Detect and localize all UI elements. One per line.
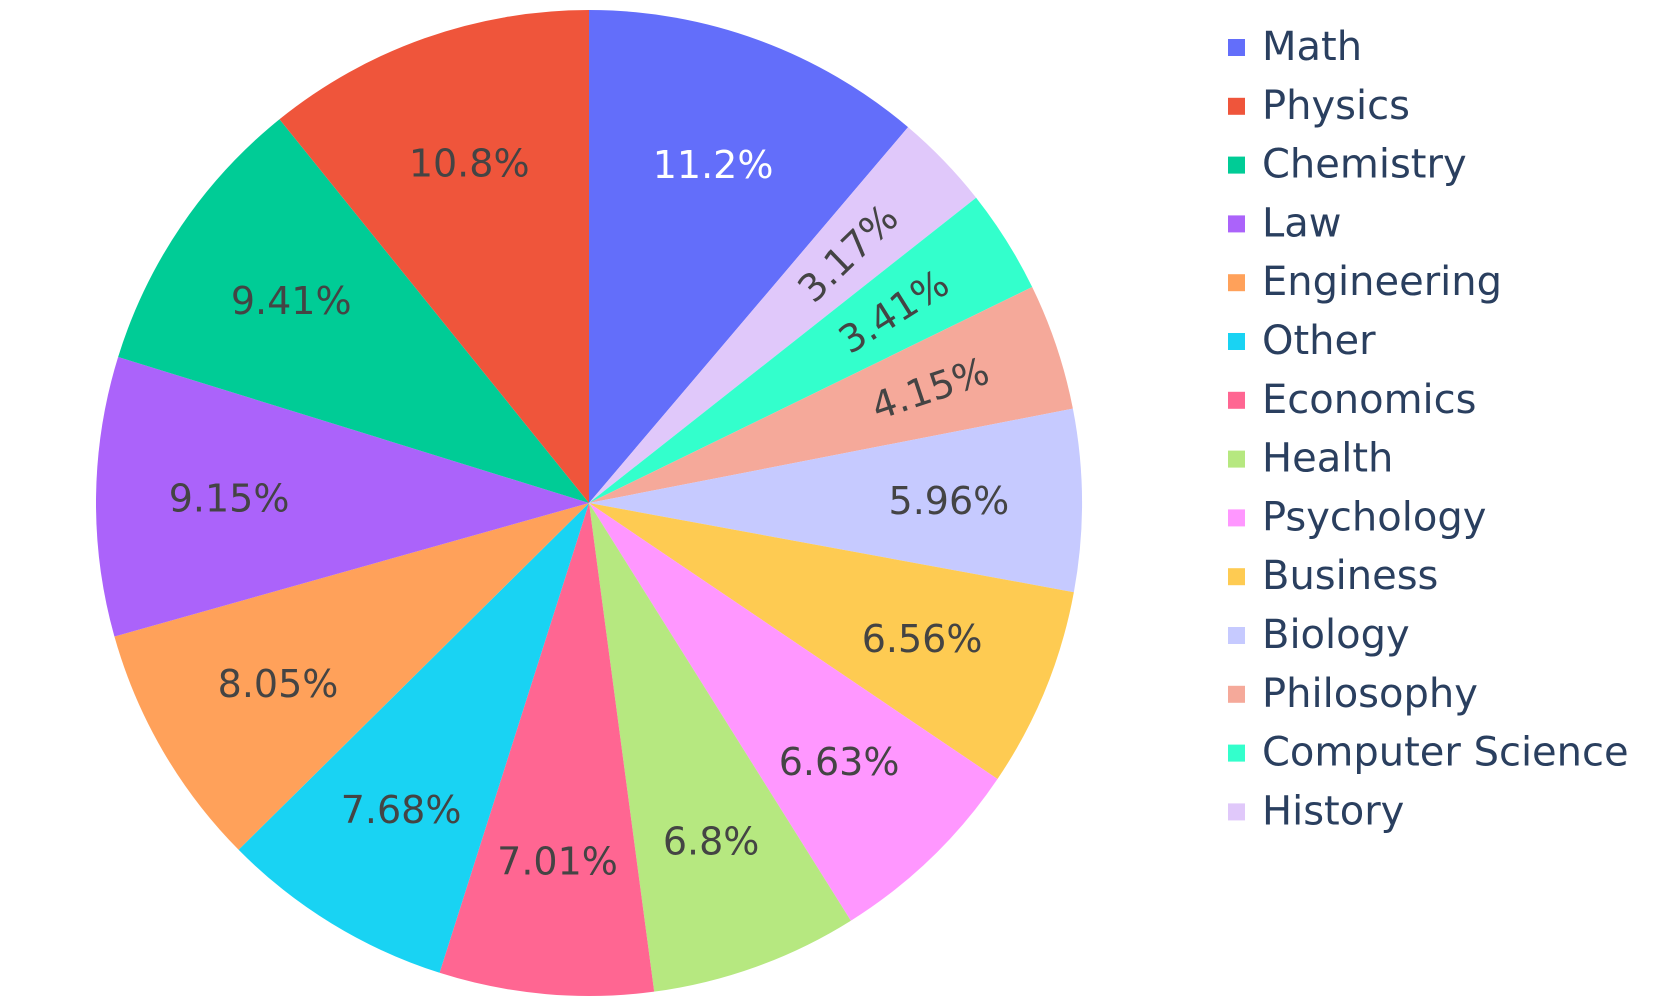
legend-swatch-economics xyxy=(1228,391,1245,409)
legend-label-health: Health xyxy=(1262,436,1393,482)
legend-label-other: Other xyxy=(1262,318,1376,364)
legend-label-law: Law xyxy=(1262,200,1342,246)
legend-swatch-physics xyxy=(1228,97,1245,115)
legend-item-chemistry[interactable]: Chemistry xyxy=(1228,142,1467,188)
legend-item-health[interactable]: Health xyxy=(1228,436,1393,482)
legend-label-physics: Physics xyxy=(1262,83,1410,129)
pie-slice-history xyxy=(589,127,977,503)
legend-label-biology: Biology xyxy=(1262,612,1410,658)
legend: Math Physics Chemistry Law Engineering Other E… xyxy=(1228,24,1629,834)
slice-label-chemistry: 9.41% xyxy=(231,279,352,323)
legend-label-math: Math xyxy=(1262,24,1362,70)
pie-slice-business xyxy=(589,503,1074,779)
legend-label-psychology: Psychology xyxy=(1262,494,1486,540)
pie-slice-health xyxy=(589,503,851,992)
slice-label-psychology: 6.63% xyxy=(779,740,900,784)
legend-item-philosophy[interactable]: Philosophy xyxy=(1228,671,1478,717)
pie-slice-biology xyxy=(589,408,1082,593)
legend-label-computer-science: Computer Science xyxy=(1262,730,1629,776)
legend-item-biology[interactable]: Biology xyxy=(1228,612,1410,658)
pie-slice-other xyxy=(238,503,589,973)
legend-swatch-other xyxy=(1228,333,1245,350)
slice-label-biology: 5.96% xyxy=(889,479,1010,523)
slice-label-physics: 10.8% xyxy=(409,142,530,186)
pie-slice-physics xyxy=(279,9,589,503)
legend-item-economics[interactable]: Economics xyxy=(1228,377,1476,423)
legend-swatch-psychology xyxy=(1228,509,1245,527)
legend-item-history[interactable]: History xyxy=(1228,788,1404,834)
legend-label-philosophy: Philosophy xyxy=(1262,671,1478,717)
slice-label-law: 9.15% xyxy=(169,476,290,520)
pie-slice-psychology xyxy=(589,503,998,921)
slice-label-other: 7.68% xyxy=(341,788,462,832)
legend-label-engineering: Engineering xyxy=(1262,259,1502,305)
legend-item-other[interactable]: Other xyxy=(1228,318,1376,364)
legend-item-computer-science[interactable]: Computer Science xyxy=(1228,730,1629,776)
slice-label-health: 6.8% xyxy=(663,820,760,864)
legend-item-psychology[interactable]: Psychology xyxy=(1228,494,1486,540)
legend-label-business: Business xyxy=(1262,553,1438,599)
legend-item-math[interactable]: Math xyxy=(1228,24,1362,70)
legend-item-physics[interactable]: Physics xyxy=(1228,83,1410,129)
legend-item-law[interactable]: Law xyxy=(1228,200,1342,246)
legend-swatch-philosophy xyxy=(1228,685,1245,703)
legend-label-chemistry: Chemistry xyxy=(1262,142,1467,188)
pie-slice-computer-science xyxy=(589,197,1033,504)
legend-swatch-health xyxy=(1228,450,1245,468)
pie-slice-engineering xyxy=(114,503,590,850)
legend-swatch-law xyxy=(1228,215,1245,233)
slice-label-engineering: 8.05% xyxy=(218,662,339,706)
legend-swatch-history xyxy=(1228,803,1245,821)
slice-label-math: 11.2% xyxy=(653,143,774,187)
pie-slice-economics xyxy=(439,503,655,996)
slice-label-economics: 7.01% xyxy=(497,840,618,884)
slice-label-business: 6.56% xyxy=(862,617,983,661)
pie-slice-law xyxy=(95,356,589,637)
legend-label-economics: Economics xyxy=(1262,377,1476,423)
pie-slices xyxy=(95,9,1082,996)
legend-swatch-computer-science xyxy=(1228,744,1245,762)
pie-slice-chemistry xyxy=(118,119,590,503)
legend-swatch-math xyxy=(1228,39,1245,56)
legend-label-history: History xyxy=(1262,788,1404,834)
pie-slice-philosophy xyxy=(589,287,1073,503)
pie-slice-math xyxy=(589,10,909,503)
legend-swatch-business xyxy=(1228,568,1245,586)
legend-swatch-engineering xyxy=(1228,274,1245,292)
legend-swatch-biology xyxy=(1228,627,1245,644)
legend-item-engineering[interactable]: Engineering xyxy=(1228,259,1502,305)
legend-item-business[interactable]: Business xyxy=(1228,553,1438,599)
legend-swatch-chemistry xyxy=(1228,156,1245,174)
